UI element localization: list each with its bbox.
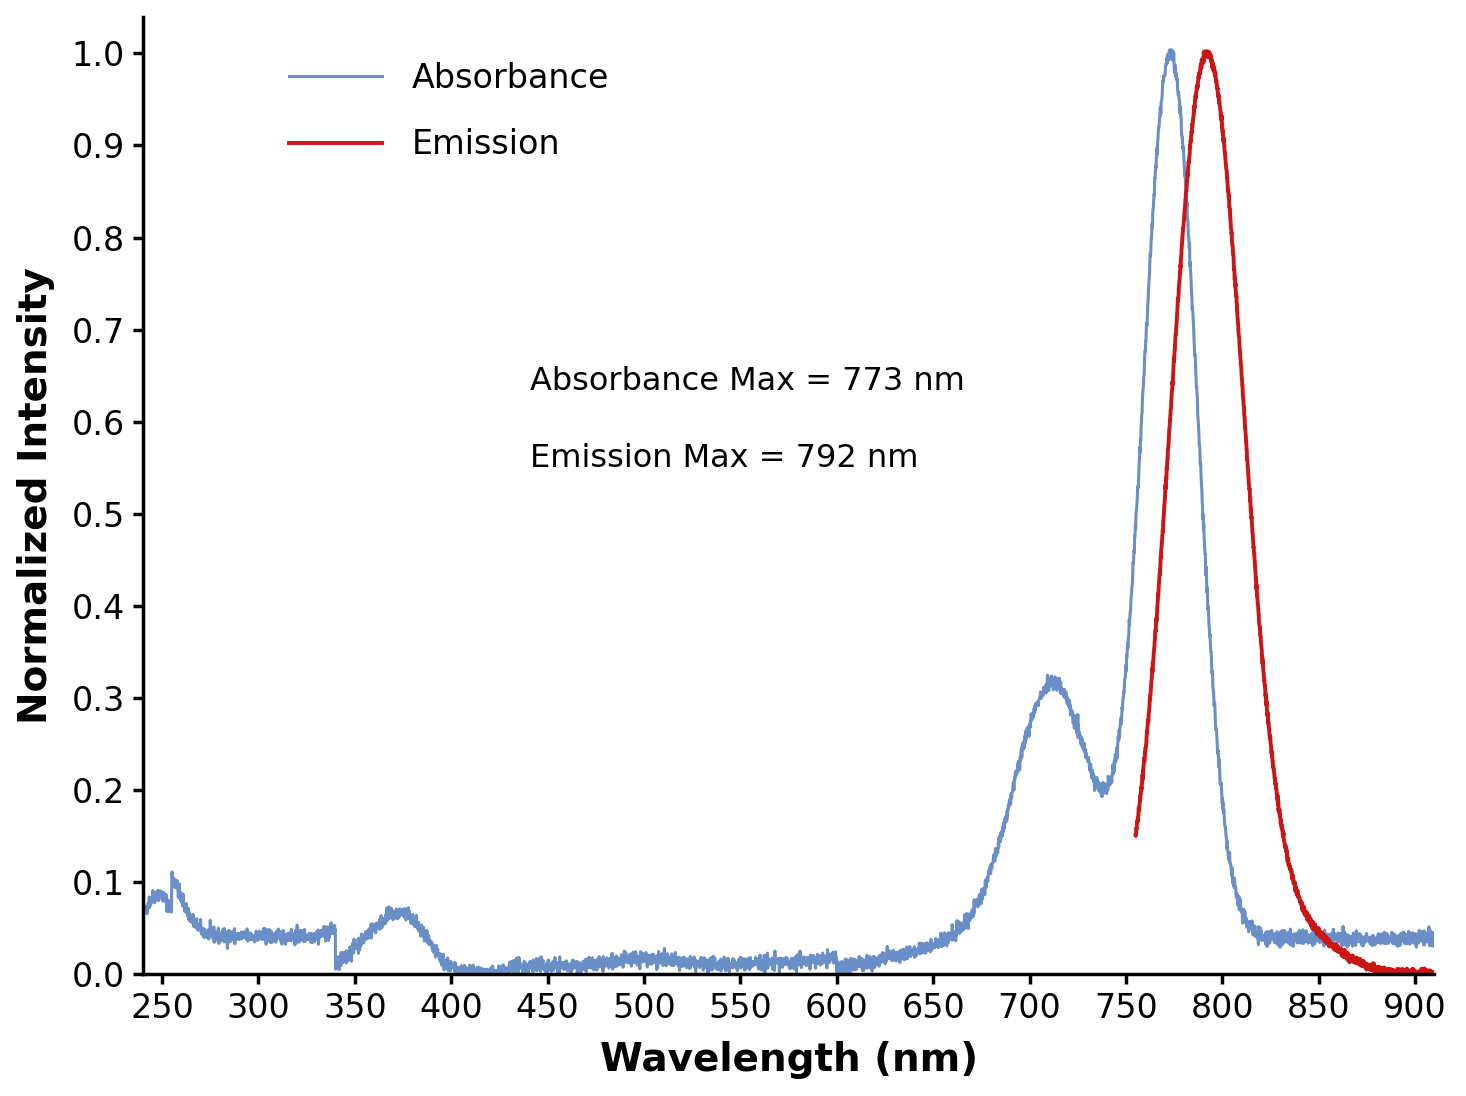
Absorbance <box>748 958 765 971</box>
Absorbance <box>1387 937 1404 950</box>
Text: Emission Max = 792 nm: Emission Max = 792 nm <box>531 443 919 473</box>
Absorbance <box>1322 932 1340 945</box>
Y-axis label: Normalized Intensity: Normalized Intensity <box>16 266 54 723</box>
Emission <box>1265 767 1283 780</box>
Line: Emission: Emission <box>1136 52 1434 973</box>
Emission <box>1425 966 1443 979</box>
Absorbance <box>688 955 705 968</box>
Emission <box>1297 906 1315 920</box>
Absorbance <box>1163 43 1180 56</box>
Emission <box>1259 719 1277 732</box>
Emission <box>1163 402 1180 415</box>
Absorbance <box>677 957 695 970</box>
X-axis label: Wavelength (nm): Wavelength (nm) <box>600 1041 978 1080</box>
Line: Absorbance: Absorbance <box>142 49 1434 973</box>
Absorbance <box>133 907 151 921</box>
Absorbance <box>1073 735 1091 749</box>
Emission <box>1381 967 1399 980</box>
Absorbance <box>1425 931 1443 944</box>
Emission <box>1253 658 1271 671</box>
Absorbance <box>447 967 465 980</box>
Legend: Absorbance, Emission: Absorbance, Emission <box>289 62 610 161</box>
Emission <box>1127 829 1145 842</box>
Emission <box>1198 45 1215 58</box>
Text: Absorbance Max = 773 nm: Absorbance Max = 773 nm <box>531 366 965 397</box>
Emission <box>1149 580 1167 593</box>
